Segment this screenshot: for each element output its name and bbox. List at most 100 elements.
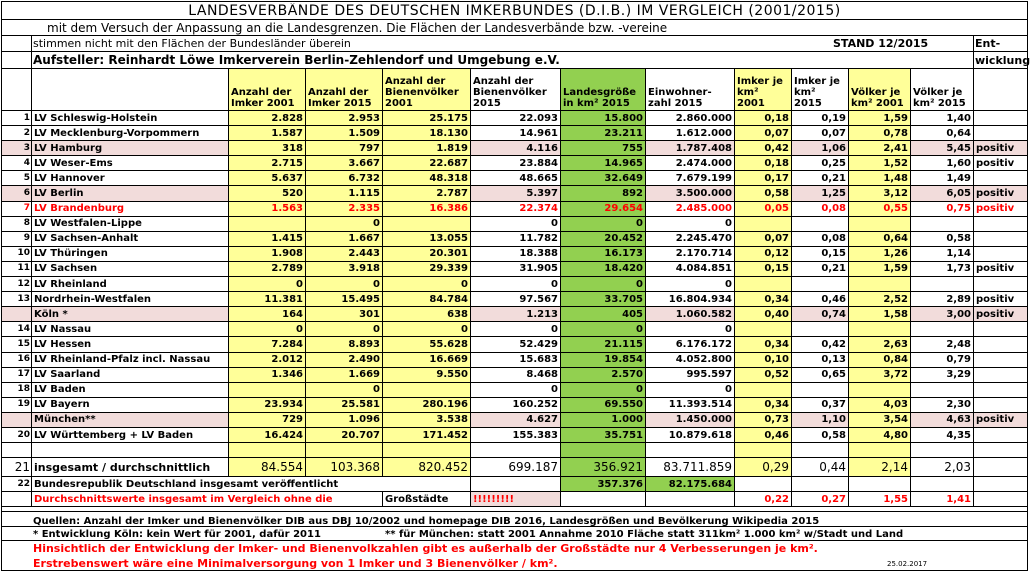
row-value: 171.452 [382, 426, 471, 444]
row-value: 1,73 [910, 260, 974, 278]
row-value: 729 [228, 411, 306, 428]
sum-value: 84.554 [228, 457, 306, 478]
border-right [1027, 1, 1028, 571]
row-number: 3 [1, 140, 32, 157]
sum-number: 21 [1, 457, 32, 478]
row-value [910, 321, 974, 338]
row-value: 25.175 [382, 109, 471, 127]
stand-label: STAND 12/2015 [833, 37, 929, 50]
row-value: 0,58 [910, 230, 974, 247]
row-name: LV Brandenburg [31, 200, 229, 217]
row-value: 4,35 [910, 426, 974, 444]
row-value [791, 276, 849, 293]
row-value: 1,59 [848, 260, 911, 278]
row-value: 2.953 [305, 109, 383, 127]
row-value: 0,21 [791, 170, 849, 187]
row-value: 18.130 [382, 125, 471, 142]
row-name: LV Württemberg + LV Baden [31, 426, 229, 444]
row-value [228, 215, 306, 232]
row-value: 1,48 [848, 170, 911, 187]
row-value: 22.687 [382, 155, 471, 172]
row-value: 280.196 [382, 396, 471, 413]
row-value: 0,05 [734, 200, 792, 217]
row-number: 6 [1, 185, 32, 202]
row-value: 0,10 [734, 351, 792, 368]
spacer-cell [848, 442, 911, 459]
column-header: Imker je km² 2015 [791, 68, 849, 111]
row-value: 23.211 [560, 125, 646, 142]
row-value: 0,13 [791, 351, 849, 368]
table-row: 13 Nordrhein-Westfalen 11.381 15.495 84.784 9… [1, 291, 1028, 308]
row-value: 0 [560, 381, 646, 398]
average-row: Durchschnittswerte insgesamt im Vergleic… [1, 491, 1028, 508]
row-value: 0 [645, 215, 735, 232]
row-entwicklung [973, 381, 1028, 398]
row-value: 1,14 [910, 245, 974, 262]
row-name: LV Rheinland [31, 276, 229, 293]
row-value: 0,34 [734, 396, 792, 413]
row-value: 1,40 [910, 109, 974, 127]
row-value: 2.860.000 [645, 109, 735, 127]
row-number: 2 [1, 125, 32, 142]
row-value: 16.804.934 [645, 291, 735, 308]
row-value: 33.705 [560, 291, 646, 308]
row-value: 10.879.618 [645, 426, 735, 444]
avg-empty [645, 491, 735, 508]
footer-note-koeln: * Entwicklung Köln: kein Wert für 2001, … [33, 529, 321, 540]
row-entwicklung [973, 426, 1028, 444]
column-header: Landesgröße in km² 2015 [560, 68, 646, 111]
sum-name: insgesamt / durchschnittlich [31, 457, 229, 478]
row-value: 3.918 [305, 260, 383, 278]
row-value: 2.474.000 [645, 155, 735, 172]
row-value: 0,18 [734, 155, 792, 172]
row-value: 3,00 [910, 306, 974, 323]
row-value: 14.961 [470, 125, 561, 142]
sum-value: 820.452 [382, 457, 471, 478]
row-name: LV Schleswig-Holstein [31, 109, 229, 127]
spacer-cell [305, 442, 383, 459]
border-footer-2 [1, 540, 1028, 541]
row-number: 9 [1, 230, 32, 247]
row-value: 14.965 [560, 155, 646, 172]
row-value: 2.485.000 [645, 200, 735, 217]
row-value: 52.429 [470, 336, 561, 353]
row-value: 4.627 [470, 411, 561, 428]
row-value: 0,74 [791, 306, 849, 323]
row-entwicklung: positiv [973, 306, 1028, 323]
row-number: 11 [1, 260, 32, 278]
row-value: 97.567 [470, 291, 561, 308]
row-value: 29.339 [382, 260, 471, 278]
footer-goal: Erstrebenswert wäre eine Minimalversorgu… [33, 557, 558, 570]
brd-row: 22 Bundesrepublik Deutschland insgesamt v… [1, 476, 1028, 493]
row-value: 20.301 [382, 245, 471, 262]
spacer-cell [791, 442, 849, 459]
row-name: Köln * [31, 306, 229, 323]
sum-value: 103.368 [305, 457, 383, 478]
row-value: 2,48 [910, 336, 974, 353]
row-name: LV Nassau [31, 321, 229, 338]
column-header: Völker je km² 2015 [910, 68, 974, 111]
row-name: LV Bayern [31, 396, 229, 413]
row-value: 0,64 [910, 125, 974, 142]
row-value: 22.093 [470, 109, 561, 127]
row-value: 11.381 [228, 291, 306, 308]
row-value: 0,42 [791, 336, 849, 353]
row-value: 16.669 [382, 351, 471, 368]
row-name: LV Baden [31, 381, 229, 398]
row-value: 2,89 [910, 291, 974, 308]
row-value [910, 276, 974, 293]
column-header: Imker je km² 2001 [734, 68, 792, 111]
row-value: 0,18 [734, 109, 792, 127]
row-value: 0,08 [791, 200, 849, 217]
row-value [382, 381, 471, 398]
row-name: LV Hannover [31, 170, 229, 187]
row-value: 1.908 [228, 245, 306, 262]
spacer-cell [645, 442, 735, 459]
footer-conclusion: Hinsichtlich der Entwicklung der Imker- … [33, 542, 818, 555]
row-value: 3,54 [848, 411, 911, 428]
row-entwicklung [973, 321, 1028, 338]
row-value: 21.115 [560, 336, 646, 353]
brd-empty [848, 476, 911, 493]
row-value: 9.550 [382, 366, 471, 383]
table-row: 15 LV Hessen 7.284 8.893 55.628 52.429 21.115 6… [1, 336, 1028, 353]
